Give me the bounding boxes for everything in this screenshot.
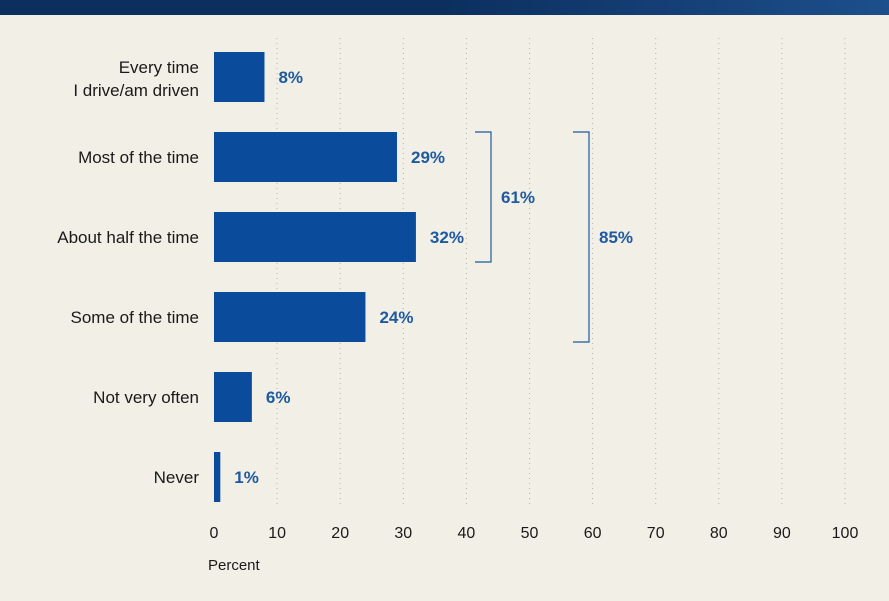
x-tick-label: 80 (710, 525, 728, 542)
bracket-label: 85% (599, 228, 633, 247)
x-axis-ticks: 0 10 20 30 40 50 60 70 80 90 100 (210, 525, 859, 542)
bar (214, 132, 397, 182)
bar (214, 292, 366, 342)
bar (214, 372, 252, 422)
value-label: 24% (379, 308, 413, 327)
x-tick-label: 0 (210, 525, 219, 542)
value-labels: 8% 29% 32% 24% 6% 1% (234, 68, 464, 487)
bar (214, 212, 416, 262)
bracket (475, 131, 492, 263)
value-label: 6% (266, 388, 291, 407)
x-tick-label: 90 (773, 525, 791, 542)
bracket-label: 61% (501, 188, 535, 207)
x-tick-label: 70 (647, 525, 665, 542)
x-tick-label: 40 (458, 525, 476, 542)
x-tick-label: 20 (331, 525, 349, 542)
gridlines (276, 38, 846, 505)
x-tick-label: 10 (268, 525, 286, 542)
x-tick-label: 50 (521, 525, 539, 542)
bar (214, 52, 265, 102)
category-label: Never (154, 468, 200, 487)
category-label: Some of the time (70, 308, 199, 327)
category-labels: Every time I drive/am driven Most of the t… (57, 58, 199, 487)
value-label: 32% (430, 228, 464, 247)
category-label: Most of the time (78, 148, 199, 167)
bar (214, 452, 221, 502)
bracket-annotations: 61% 85% (475, 131, 633, 343)
category-label-line: I drive/am driven (73, 81, 199, 100)
category-label: Every time I drive/am driven (73, 58, 199, 100)
value-label: 8% (278, 68, 303, 87)
value-label: 1% (234, 468, 259, 487)
x-tick-label: 100 (832, 525, 859, 542)
x-tick-label: 30 (394, 525, 412, 542)
category-label: Not very often (93, 388, 199, 407)
x-axis-title: Percent (208, 557, 261, 574)
category-label: About half the time (57, 228, 199, 247)
category-label-line: Every time (119, 58, 199, 77)
header-bar (0, 0, 889, 15)
value-label: 29% (411, 148, 445, 167)
x-tick-label: 60 (584, 525, 602, 542)
bracket (573, 131, 590, 343)
bars (214, 52, 416, 502)
